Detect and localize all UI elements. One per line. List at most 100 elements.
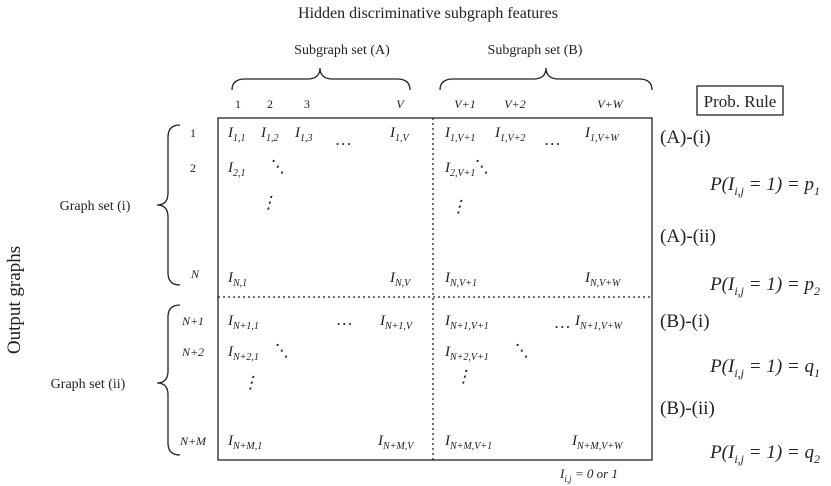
matrix-entry: I1,2 xyxy=(260,125,279,144)
rule-formula: P(Ii,j = 1) = p2 xyxy=(709,274,820,298)
rule-label: (A)-(ii) xyxy=(660,226,716,247)
text-part: N,1 xyxy=(232,278,247,289)
text-part: … xyxy=(336,130,351,149)
text-part: N+1,1 xyxy=(232,321,259,332)
text-part: I xyxy=(444,125,451,141)
row-label: N xyxy=(190,267,200,281)
text-part: = 1) = q xyxy=(744,442,814,463)
column-label: V+2 xyxy=(504,97,525,111)
text-part: I xyxy=(571,433,578,449)
text-part: I xyxy=(574,313,581,329)
matrix-entry: I2,V+1 xyxy=(444,160,475,179)
column-group-label: Subgraph set (B) xyxy=(488,43,583,58)
text-part: I xyxy=(444,344,451,360)
text-part: I xyxy=(444,313,451,329)
text-part: 1,1 xyxy=(233,133,246,144)
text-part: 1 xyxy=(814,184,820,198)
text-part: 1,V+2 xyxy=(500,133,525,144)
matrix-entry: I2,1 xyxy=(227,160,246,179)
text-part: … xyxy=(337,310,352,329)
matrix-entry: IN+M,V+1 xyxy=(444,433,492,452)
text-part: N+1,V+1 xyxy=(449,321,489,332)
text-part: 2 xyxy=(814,284,820,298)
text-part: I xyxy=(227,160,234,176)
text-part: … xyxy=(545,130,560,149)
text-part: I xyxy=(444,160,451,176)
matrix-entry: I1,3 xyxy=(294,125,313,144)
matrix-entry: IN,V+1 xyxy=(444,270,477,289)
rule-formula: P(Ii,j = 1) = q1 xyxy=(709,356,820,380)
text-part: i,j xyxy=(734,184,744,198)
column-label: V xyxy=(396,97,405,111)
column-label: 2 xyxy=(267,97,273,111)
ellipsis: … xyxy=(545,130,560,149)
rule-formula: P(Ii,j = 1) = q2 xyxy=(709,442,820,466)
rule-label: (A)-(i) xyxy=(660,127,711,148)
text-part: I xyxy=(294,125,301,141)
ellipsis: … xyxy=(555,313,570,332)
text-part: N+2,1 xyxy=(232,352,259,363)
text-part: i,j xyxy=(734,284,744,298)
matrix-entry: IN+2,1 xyxy=(227,344,259,363)
text-part: = 1) = p xyxy=(744,174,814,195)
ellipsis: ⋮ xyxy=(260,193,277,212)
text-part: I xyxy=(494,125,501,141)
rule-label: (B)-(ii) xyxy=(660,398,715,419)
matrix-entry: I1,V+2 xyxy=(494,125,525,144)
column-label: V+1 xyxy=(454,97,475,111)
brace xyxy=(439,67,653,91)
brace xyxy=(156,304,181,456)
ellipsis: ⋮ xyxy=(455,367,472,386)
text-part: I xyxy=(584,125,591,141)
note: Ii,j = 0 or 1 xyxy=(559,466,618,484)
text-part: ⋮ xyxy=(455,367,472,386)
text-part: I xyxy=(227,433,234,449)
text-part: I xyxy=(444,270,451,286)
matrix-entry: IN,V xyxy=(389,270,412,289)
ellipsis: … xyxy=(337,310,352,329)
text-part: 2,1 xyxy=(233,168,246,179)
text-part: P(I xyxy=(709,274,736,295)
matrix-entry: IN+M,1 xyxy=(227,433,262,452)
text-part: N+1,V+W xyxy=(579,321,624,332)
text-part: N+M,V+W xyxy=(576,441,624,452)
text-part: i,j xyxy=(734,452,744,466)
row-label: N+M xyxy=(179,434,207,448)
matrix-entry: IN+M,V xyxy=(377,433,415,452)
text-part: ⋱ xyxy=(512,341,529,360)
title: Hidden discriminative subgraph features xyxy=(298,5,558,22)
text-part: 1,V+1 xyxy=(450,133,475,144)
text-part: = 1) = p xyxy=(744,274,814,295)
text-part: 2,V+1 xyxy=(450,168,475,179)
row-group-label: Graph set (i) xyxy=(60,199,131,214)
axis-label: Output graphs xyxy=(4,246,25,354)
text-part: N+2,V+1 xyxy=(449,352,489,363)
row-label: N+1 xyxy=(181,314,204,328)
text-part: 2 xyxy=(814,452,820,466)
text-part: N+M,V+1 xyxy=(449,441,492,452)
text-part: N+M,V xyxy=(382,441,415,452)
row-label: 2 xyxy=(190,161,196,175)
text-part: ⋮ xyxy=(260,193,277,212)
text-part: i,j xyxy=(564,474,572,484)
matrix-entry: IN,V+W xyxy=(584,270,622,289)
text-part: ⋱ xyxy=(472,157,489,176)
brace xyxy=(231,67,411,91)
text-part: I xyxy=(444,433,451,449)
matrix-entry: IN+1,V+1 xyxy=(444,313,489,332)
text-part: I xyxy=(227,344,234,360)
ellipsis: ⋮ xyxy=(242,373,259,392)
rule-box xyxy=(696,85,784,116)
text-part: 1,3 xyxy=(300,133,313,144)
text-part: N,V xyxy=(394,278,412,289)
text-part: I xyxy=(559,466,565,481)
text-part: ⋮ xyxy=(450,197,467,216)
brace xyxy=(156,124,181,286)
text-part: I xyxy=(227,313,234,329)
matrix-entry: IN+1,V xyxy=(379,313,414,332)
text-part: I xyxy=(379,313,386,329)
text-part: I xyxy=(260,125,267,141)
text-part: = 1) = q xyxy=(744,356,814,377)
text-part: P(I xyxy=(709,356,736,377)
